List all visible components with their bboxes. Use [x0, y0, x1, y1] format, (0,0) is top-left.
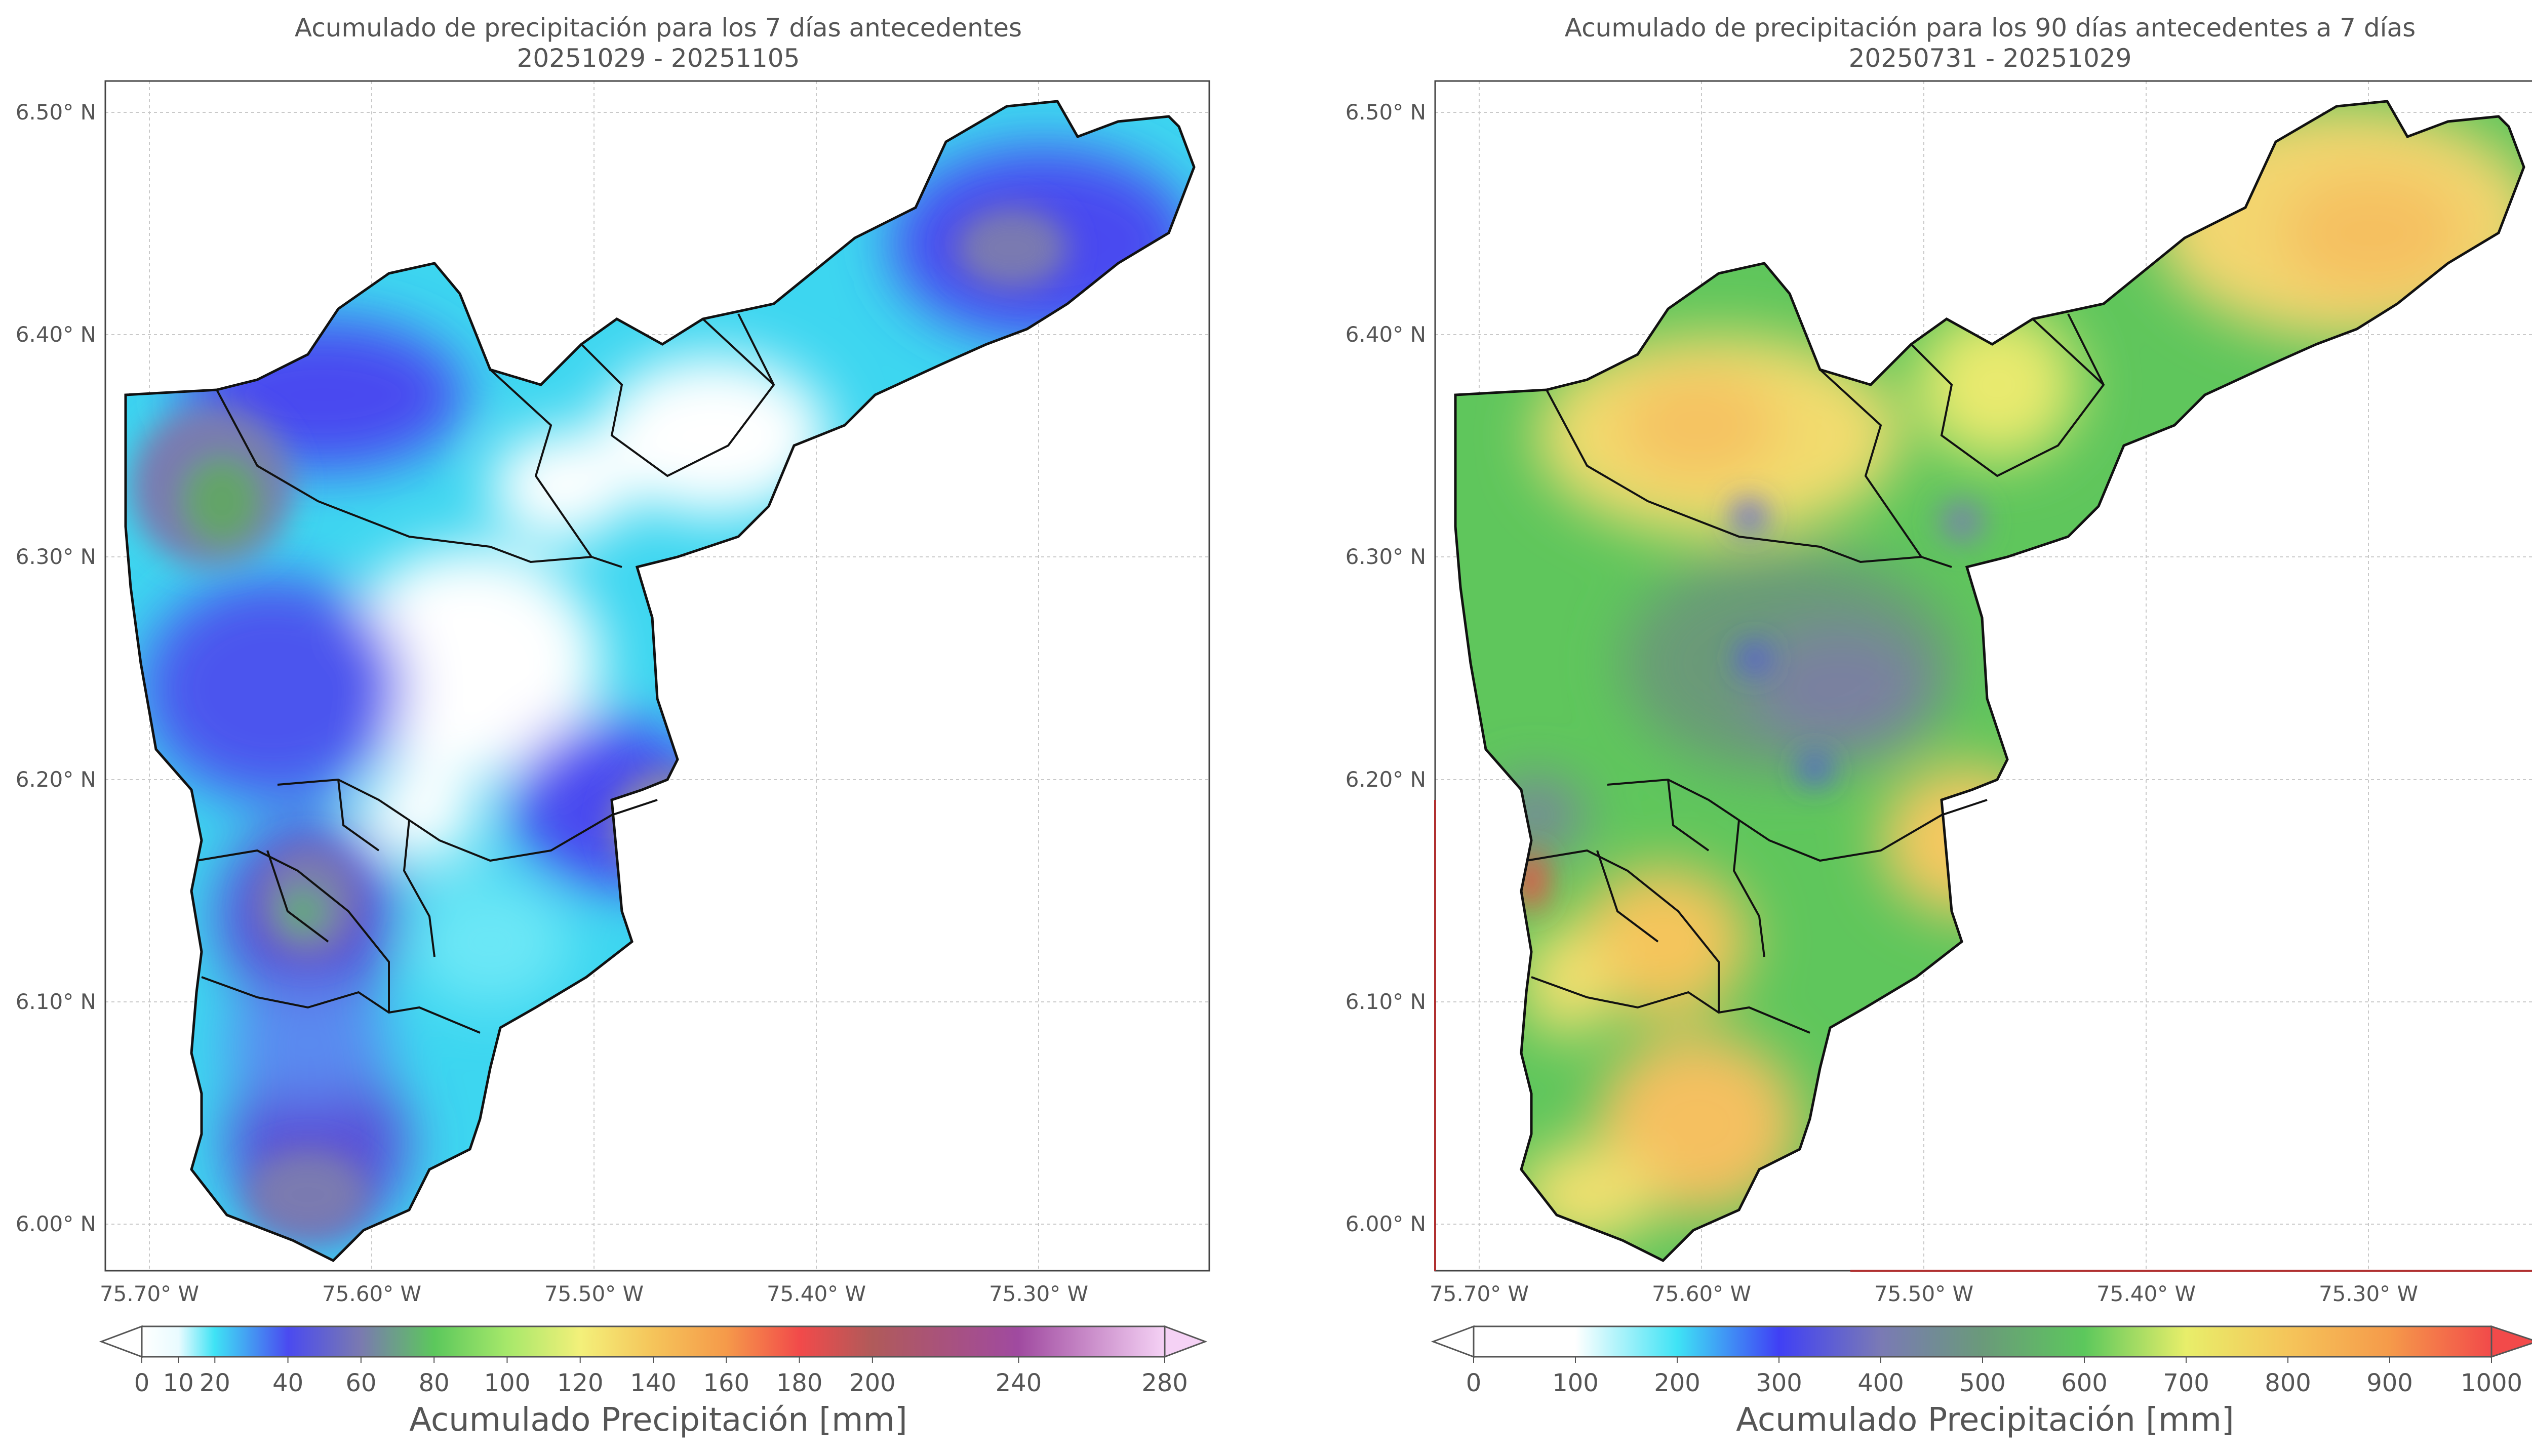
right-colorbar-tick-label: 200: [1654, 1369, 1700, 1397]
left-colorbar-tick-label: 100: [484, 1369, 531, 1397]
right-subbasin-lines: [1526, 313, 2105, 1034]
right-map: [1434, 80, 2532, 1272]
right-lon-label: 75.40° W: [2096, 1281, 2196, 1306]
right-lon-label: 75.30° W: [2319, 1281, 2418, 1306]
left-colorbar-tick-label: 10: [163, 1369, 194, 1397]
right-colorbar-ticks: 0 100 200 300 400 500 600 700 800 900 1000: [1466, 1357, 2522, 1397]
left-colorbar-max-arrow: [1164, 1325, 1208, 1358]
right-lat-labels: 6.50° N 6.40° N 6.30° N 6.20° N 6.10° N …: [1346, 100, 1426, 1236]
right-lon-label: 75.50° W: [1874, 1281, 1973, 1306]
right-lon-label: 75.60° W: [1652, 1281, 1751, 1306]
left-colorbar-tick-label: 140: [630, 1369, 677, 1397]
left-colorbar-tick-label: 200: [849, 1369, 896, 1397]
left-colorbar-bar: [141, 1325, 1166, 1358]
left-lon-labels: 75.70° W 75.60° W 75.50° W 75.40° W 75.3…: [100, 1281, 1088, 1306]
right-colorbar-tick-label: 500: [1959, 1369, 2006, 1397]
left-colorbar-tick-label: 160: [703, 1369, 749, 1397]
right-colorbar-max-arrow: [2490, 1325, 2532, 1358]
left-colorbar-ticks: 0 10 20 40 60 80 100 120 140 160 180 200 240 280: [134, 1357, 1188, 1397]
left-lon-label: 75.40° W: [767, 1281, 866, 1306]
left-colorbar-tick-label: 60: [345, 1369, 376, 1397]
left-colorbar-tick-label: 280: [1141, 1369, 1188, 1397]
right-colorbar-tick-label: 100: [1552, 1369, 1599, 1397]
left-colorbar-tick-label: 240: [996, 1369, 1042, 1397]
left-lon-label: 75.50° W: [544, 1281, 644, 1306]
left-colorbar-min-arrow: [99, 1325, 143, 1358]
right-lon-labels: 75.70° W 75.60° W 75.50° W 75.40° W 75.3…: [1430, 1281, 2418, 1306]
left-map-frame: [104, 80, 1210, 1272]
left-lat-labels: 6.50° N 6.40° N 6.30° N 6.20° N 6.10° N …: [16, 100, 96, 1236]
left-panel: Acumulado de precipitación para los 7 dí…: [16, 13, 1210, 1439]
left-title-line2: 20251029 - 20251105: [517, 44, 800, 73]
left-colorbar-tick-label: 120: [557, 1369, 604, 1397]
right-lat-label: 6.40° N: [1346, 322, 1426, 347]
left-lat-label: 6.30° N: [16, 544, 96, 569]
left-lon-label: 75.60° W: [322, 1281, 421, 1306]
right-colorbar-label: Acumulado Precipitación [mm]: [1736, 1401, 2234, 1439]
left-map: [104, 80, 1210, 1272]
left-colorbar-tick-label: 180: [776, 1369, 823, 1397]
left-colorbar-label: Acumulado Precipitación [mm]: [409, 1401, 907, 1439]
right-title-line1: Acumulado de precipitación para los 90 d…: [1565, 13, 2416, 43]
left-lat-label: 6.10° N: [16, 989, 96, 1014]
left-colorbar-tick-label: 20: [200, 1369, 230, 1397]
left-subbasin-lines: [196, 313, 775, 1034]
right-lon-label: 75.70° W: [1430, 1281, 1529, 1306]
right-colorbar-tick-label: 900: [2366, 1369, 2413, 1397]
right-title-line2: 20250731 - 20251029: [1849, 44, 2132, 73]
right-colorbar-tick-label: 0: [1466, 1369, 1482, 1397]
right-colorbar: 0 100 200 300 400 500 600 700 800 900 1000 Acumula…: [1431, 1325, 2532, 1439]
left-colorbar: 0 10 20 40 60 80 100 120 140 160 180 200 240 280 Acum…: [99, 1325, 1208, 1439]
right-colorbar-min-arrow: [1431, 1325, 1475, 1358]
right-colorbar-tick-label: 400: [1857, 1369, 1904, 1397]
left-colorbar-tick-label: 40: [272, 1369, 303, 1397]
right-colorbar-bar: [1473, 1325, 2493, 1358]
right-colorbar-tick-label: 1000: [2461, 1369, 2522, 1397]
left-colorbar-tick-label: 0: [134, 1369, 150, 1397]
left-lon-label: 75.70° W: [100, 1281, 199, 1306]
left-colorbar-tick-label: 80: [419, 1369, 450, 1397]
left-lon-label: 75.30° W: [989, 1281, 1088, 1306]
left-title-line1: Acumulado de precipitación para los 7 dí…: [295, 13, 1022, 43]
right-colorbar-tick-label: 300: [1756, 1369, 1802, 1397]
left-lat-label: 6.00° N: [16, 1211, 96, 1236]
left-lat-label: 6.20° N: [16, 767, 96, 792]
right-lat-label: 6.30° N: [1346, 544, 1426, 569]
right-lat-label: 6.50° N: [1346, 100, 1426, 125]
right-lat-label: 6.10° N: [1346, 989, 1426, 1014]
left-lat-label: 6.40° N: [16, 322, 96, 347]
right-colorbar-tick-label: 600: [2061, 1369, 2108, 1397]
right-lat-label: 6.00° N: [1346, 1211, 1426, 1236]
right-colorbar-tick-label: 700: [2163, 1369, 2209, 1397]
right-colorbar-tick-label: 800: [2265, 1369, 2311, 1397]
right-lat-label: 6.20° N: [1346, 767, 1426, 792]
left-lat-label: 6.50° N: [16, 100, 96, 125]
right-panel: Acumulado de precipitación para los 90 d…: [1346, 13, 2532, 1439]
